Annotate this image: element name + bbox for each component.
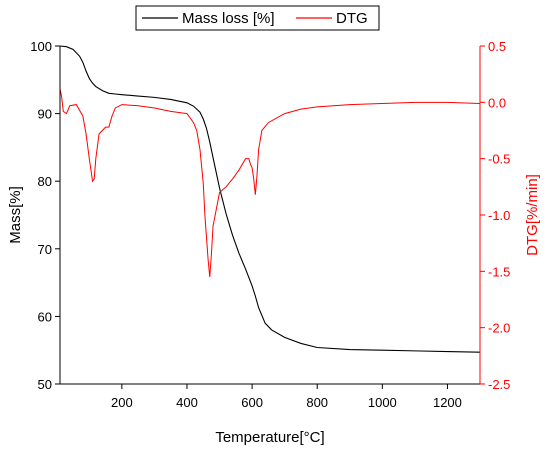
x-axis-ticks: 200 400 600 800 1000 1200 <box>111 384 462 410</box>
right-tick-label: -0.5 <box>488 152 510 167</box>
series-dtg-line <box>59 88 481 278</box>
right-tick-label: -2.0 <box>488 321 510 336</box>
legend-label-mass: Mass loss [%] <box>182 10 275 27</box>
x-tick-label: 400 <box>176 395 198 410</box>
left-tick-label: 100 <box>30 39 52 54</box>
right-tick-label: -1.0 <box>488 208 510 223</box>
legend-label-dtg: DTG <box>336 10 368 27</box>
right-tick-label: -1.5 <box>488 264 510 279</box>
left-axis-ticks: 50 60 70 80 90 100 <box>30 39 60 392</box>
x-axis-title: Temperature[°C] <box>215 429 324 446</box>
left-tick-label: 60 <box>38 309 52 324</box>
x-tick-label: 800 <box>306 395 328 410</box>
right-axis-title: DTG[%/min] <box>524 174 541 256</box>
x-tick-label: 1200 <box>433 395 462 410</box>
left-tick-label: 70 <box>38 242 52 257</box>
x-tick-label: 200 <box>111 395 133 410</box>
left-tick-label: 50 <box>38 377 52 392</box>
right-tick-label: -2.5 <box>488 377 510 392</box>
x-tick-label: 1000 <box>368 395 397 410</box>
plot-area <box>59 45 481 353</box>
legend: Mass loss [%] DTG <box>135 5 380 31</box>
right-axis-ticks: -2.5 -2.0 -1.5 -1.0 -0.5 0.0 0.5 <box>480 39 510 392</box>
left-tick-label: 80 <box>38 174 52 189</box>
right-tick-label: 0.0 <box>488 95 506 110</box>
right-tick-label: 0.5 <box>488 39 506 54</box>
series-mass-loss-line <box>59 45 481 353</box>
x-tick-label: 600 <box>241 395 263 410</box>
left-axis-title: Mass[%] <box>7 186 24 244</box>
left-tick-label: 90 <box>38 107 52 122</box>
